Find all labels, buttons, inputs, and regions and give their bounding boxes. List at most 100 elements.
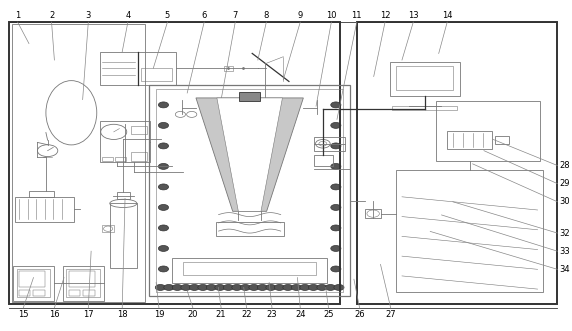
Circle shape [181,284,191,290]
Circle shape [317,284,327,290]
Bar [130,152,146,161]
Bar [17,269,50,297]
Circle shape [266,284,276,290]
Bar [69,271,94,287]
Circle shape [158,246,169,252]
Circle shape [325,284,336,290]
Bar [117,192,130,200]
Text: 6: 6 [201,12,207,21]
Bar [240,92,260,101]
Circle shape [223,284,233,290]
Text: 3: 3 [86,12,91,21]
Text: 10: 10 [326,12,336,21]
Bar [216,221,284,236]
Circle shape [300,284,310,290]
Text: 23: 23 [267,310,277,319]
Circle shape [189,284,200,290]
Circle shape [158,184,169,190]
Text: 20: 20 [188,310,198,319]
Bar [392,106,458,110]
Circle shape [331,122,341,128]
Text: 32: 32 [559,229,570,238]
Circle shape [291,284,301,290]
Text: 13: 13 [408,12,419,21]
Bar [149,85,350,296]
Text: 16: 16 [49,310,59,319]
Text: 1: 1 [15,12,20,21]
Bar [13,266,54,301]
Text: 28: 28 [559,161,570,170]
Circle shape [331,164,341,169]
Circle shape [249,284,259,290]
Bar [100,121,150,162]
Text: 19: 19 [154,310,164,319]
Circle shape [331,205,341,211]
Bar [12,24,145,302]
Bar [83,290,94,296]
Bar [172,259,327,283]
Text: 2: 2 [49,12,54,21]
Text: 26: 26 [354,310,365,319]
Bar [130,126,146,134]
Text: 27: 27 [386,310,396,319]
Bar [183,262,316,275]
Bar [102,157,113,161]
Circle shape [164,284,174,290]
Text: 30: 30 [559,197,570,206]
Bar [9,22,340,304]
Bar [315,137,345,151]
Bar [102,225,114,232]
Circle shape [331,102,341,108]
Circle shape [257,284,268,290]
Polygon shape [196,98,303,211]
Circle shape [331,143,341,149]
Circle shape [283,284,293,290]
Text: 8: 8 [264,12,269,21]
Circle shape [275,284,284,290]
Circle shape [206,284,216,290]
Bar [357,22,557,304]
Text: 5: 5 [165,12,170,21]
Circle shape [172,284,182,290]
Bar [224,66,233,71]
Circle shape [198,284,208,290]
Text: 18: 18 [117,310,128,319]
Bar [63,266,104,301]
Text: 7: 7 [233,12,238,21]
Bar [447,131,492,149]
Text: 29: 29 [559,179,570,188]
Circle shape [158,225,169,231]
Text: 34: 34 [559,265,570,274]
Circle shape [158,266,169,272]
Bar [19,290,30,296]
Text: 17: 17 [83,310,94,319]
Bar [66,269,100,297]
Text: 11: 11 [352,12,362,21]
Bar [390,62,460,96]
Circle shape [158,205,169,211]
Bar [366,209,381,218]
Bar [315,155,333,166]
Text: 15: 15 [18,310,29,319]
Bar [396,66,454,90]
Circle shape [331,246,341,252]
Bar [396,170,543,292]
Bar [141,68,172,81]
Circle shape [334,284,344,290]
Bar [19,271,45,287]
Circle shape [331,184,341,190]
Text: 9: 9 [297,12,303,21]
Bar [436,101,541,161]
Text: 33: 33 [559,247,570,256]
Text: 22: 22 [241,310,252,319]
Circle shape [308,284,319,290]
Circle shape [158,143,169,149]
Bar [100,52,176,85]
Text: 24: 24 [295,310,305,319]
Bar [495,136,509,144]
Bar [69,290,80,296]
Circle shape [158,102,169,108]
Bar [110,204,137,268]
Bar [15,197,74,221]
Circle shape [331,225,341,231]
